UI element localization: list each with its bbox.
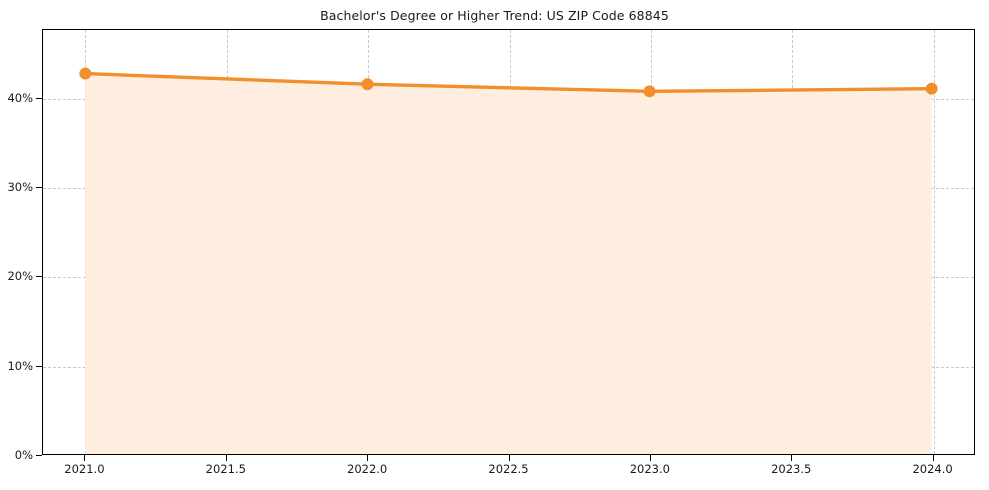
y-tick-mark [36, 97, 42, 99]
area-fill [85, 73, 932, 454]
y-tick-label: 40% [7, 90, 33, 105]
x-tick-label: 2021.5 [205, 462, 246, 476]
x-tick-label: 2024.0 [912, 462, 953, 476]
gridline-vertical [933, 30, 935, 454]
x-tick-mark [367, 455, 369, 461]
x-tick-label: 2023.0 [629, 462, 670, 476]
y-tick-label: 10% [7, 358, 33, 373]
x-tick-label: 2022.0 [347, 462, 388, 476]
x-tick-label: 2023.5 [771, 462, 812, 476]
y-tick-mark [36, 365, 42, 367]
x-tick-mark [932, 455, 934, 461]
y-tick-mark [36, 455, 42, 456]
y-tick-label: 30% [7, 180, 33, 195]
series-line [79, 67, 938, 98]
data-point-marker [643, 85, 656, 98]
y-tick-label: 0% [14, 448, 33, 462]
data-point-marker [925, 82, 938, 95]
data-point-marker [361, 78, 374, 91]
x-tick-mark [791, 455, 793, 461]
x-tick-mark [649, 455, 651, 461]
x-tick-mark [225, 455, 227, 461]
x-tick-label: 2022.5 [488, 462, 529, 476]
data-point-marker [79, 67, 92, 80]
x-tick-mark [84, 455, 86, 461]
chart-title: Bachelor's Degree or Higher Trend: US ZI… [320, 8, 669, 23]
y-tick-mark [36, 187, 42, 189]
y-tick-mark [36, 276, 42, 278]
series-markers [79, 67, 938, 98]
y-tick-label: 20% [7, 269, 33, 284]
series-line-path [83, 71, 934, 94]
plot-area [42, 29, 975, 455]
x-tick-label: 2021.0 [64, 462, 105, 476]
plot-inner [43, 30, 974, 454]
area-fill-path [85, 73, 932, 454]
x-tick-mark [508, 455, 510, 461]
